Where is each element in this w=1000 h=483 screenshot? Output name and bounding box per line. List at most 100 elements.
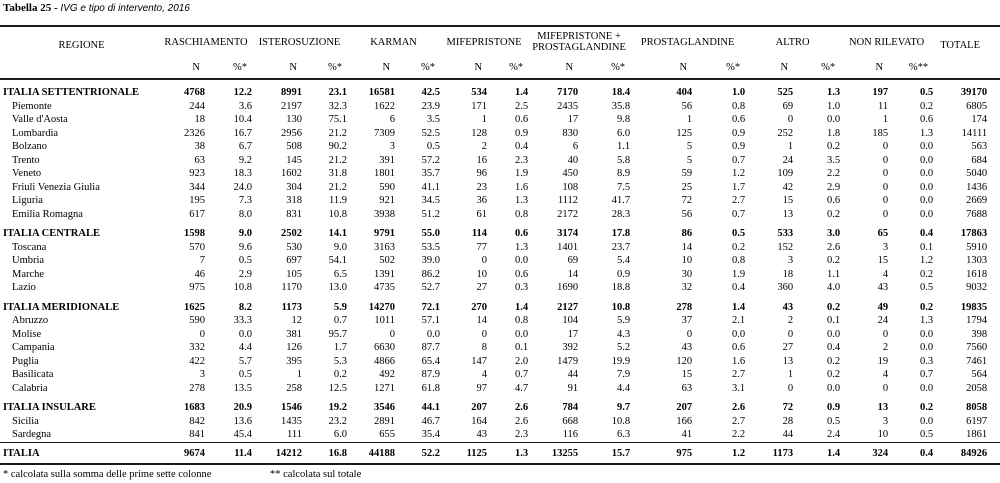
table-header: REGIONE RASCHIAMENTO ISTEROSUZIONE KARMA… [0,26,1000,80]
value-cell: 35.4 [421,429,441,440]
value-cell: 3.1 [731,382,746,394]
value-cell: 9.8 [616,114,631,125]
value-cell: 570 [189,241,205,253]
subheader-n: N [347,57,396,80]
value-cell: 1683 [184,402,205,413]
value-cell: 668 [562,415,579,427]
value-cell: 7309 [374,127,396,139]
value-cell: 8.0 [238,208,253,220]
table-row: Liguria 195 7.3 318 11.9 921 34.5 36 1.3 1112 41.7… [0,194,1000,208]
value-cell: 10.8 [328,208,348,220]
table-row: Calabria 278 13.5 258 12.5 1271 61.8 97 4.7 91 4.4… [0,382,1000,396]
value-cell: 35.8 [611,100,631,112]
value-cell: 0.6 [731,342,746,353]
value-cell: 0.2 [919,100,934,112]
value-cell: 923 [189,168,205,179]
value-cell: 0.0 [919,382,934,394]
value-cell: 0.3 [919,355,934,367]
table-row: Abruzzo 590 33.3 12 0.7 1011 57.1 14 0.8 104 5.9 37… [0,314,1000,328]
value-cell: 2058 [966,382,988,394]
value-cell: 6 [572,141,579,152]
value-cell: 43 [877,282,889,293]
region-cell: Molise [12,328,42,340]
table-row: ITALIA MERIDIONALE 1625 8.2 1173 5.9 14270 72.… [0,295,1000,315]
value-cell: 530 [286,241,303,253]
value-cell: 21.2 [328,181,348,193]
value-cell: 6.5 [333,268,348,280]
value-cell: 2127 [557,301,579,313]
subheader-pct: %* [487,57,529,80]
table-row: Sardegna 841 45.4 111 6.0 655 35.4 43 2.3 116 6.3 4… [0,428,1000,442]
value-cell: 2 [481,141,488,152]
value-cell: 18.8 [611,282,631,293]
value-cell: 1618 [966,268,988,280]
value-cell: 30 [681,268,693,280]
value-cell: 14 [567,268,579,280]
value-cell: 14.1 [328,228,348,239]
value-cell: 0.5 [826,415,841,427]
value-cell: 65.4 [421,355,441,367]
value-cell: 831 [286,208,303,220]
value-cell: 2.6 [826,241,841,253]
value-cell: 0.0 [919,195,934,206]
value-cell: 590 [189,315,205,326]
value-cell: 25 [681,181,693,193]
value-cell: 13 [877,402,889,413]
value-cell: 14270 [368,301,396,313]
value-cell: 145 [286,154,303,166]
value-cell: 185 [872,127,889,139]
value-cell: 11.4 [205,441,253,465]
value-cell: 1 [787,369,794,380]
table-row: Umbria 7 0.5 697 54.1 502 39.0 0 0.0 69 5.4 10 0.8 3 0… [0,254,1000,268]
value-cell: 0.9 [826,402,841,413]
value-cell: 13.0 [328,282,348,293]
value-cell: 86 [681,228,693,239]
region-cell: Bolzano [12,141,47,152]
value-cell: 2891 [374,415,396,427]
table-row: Bolzano 38 6.7 508 90.2 3 0.5 2 0.4 6 1.1 5 0.9 1 0.2 0… [0,140,1000,154]
value-cell: 5.9 [333,301,348,313]
table-row: Lazio 975 10.8 1170 13.0 4735 52.7 27 0.3 1690 18.… [0,281,1000,295]
subheader-pct: %* [578,57,631,80]
value-cell: 23.2 [328,415,348,427]
value-cell: 1.0 [731,87,746,98]
value-cell: 2.6 [731,402,746,413]
value-cell: 841 [189,429,205,440]
value-cell: 9.7 [616,402,631,413]
value-cell: 28.3 [611,208,631,220]
subheader-n: N [528,57,579,80]
value-cell: 12.5 [328,382,348,394]
value-cell: 0 [199,328,205,340]
value-cell: 10 [877,429,889,440]
value-cell: 9.2 [238,154,253,166]
value-cell: 1.9 [731,268,746,280]
value-cell: 51.2 [421,208,441,220]
value-cell: 1.2 [692,441,746,465]
value-cell: 6805 [966,100,988,112]
region-cell: Friuli Venezia Giulia [12,181,100,193]
value-cell: 16.7 [233,127,253,139]
value-cell: 33.3 [233,315,253,326]
value-cell: 0.3 [514,282,529,293]
value-cell: 7.5 [616,181,631,193]
value-cell: 3 [389,141,396,152]
value-cell: 0.9 [616,268,631,280]
value-cell: 2326 [184,127,205,139]
value-cell: 46.7 [421,415,441,427]
table-row: Trento 63 9.2 145 21.2 391 57.2 16 2.3 40 5.8 5 0.7 2… [0,154,1000,168]
value-cell: 147 [471,355,488,367]
value-cell: 0.0 [826,114,841,125]
value-cell: 0.0 [514,328,529,340]
value-cell: 3 [882,415,889,427]
value-cell: 166 [676,415,693,427]
value-cell: 842 [189,415,205,427]
value-cell: 6.0 [616,127,631,139]
value-cell: 450 [562,168,579,179]
value-cell: 21.2 [328,154,348,166]
value-cell: 4768 [184,87,205,98]
value-cell: 1602 [281,168,303,179]
value-cell: 1 [481,114,488,125]
value-cell: 10 [681,255,693,266]
value-cell: 3 [787,255,794,266]
region-cell: Umbria [12,255,45,266]
